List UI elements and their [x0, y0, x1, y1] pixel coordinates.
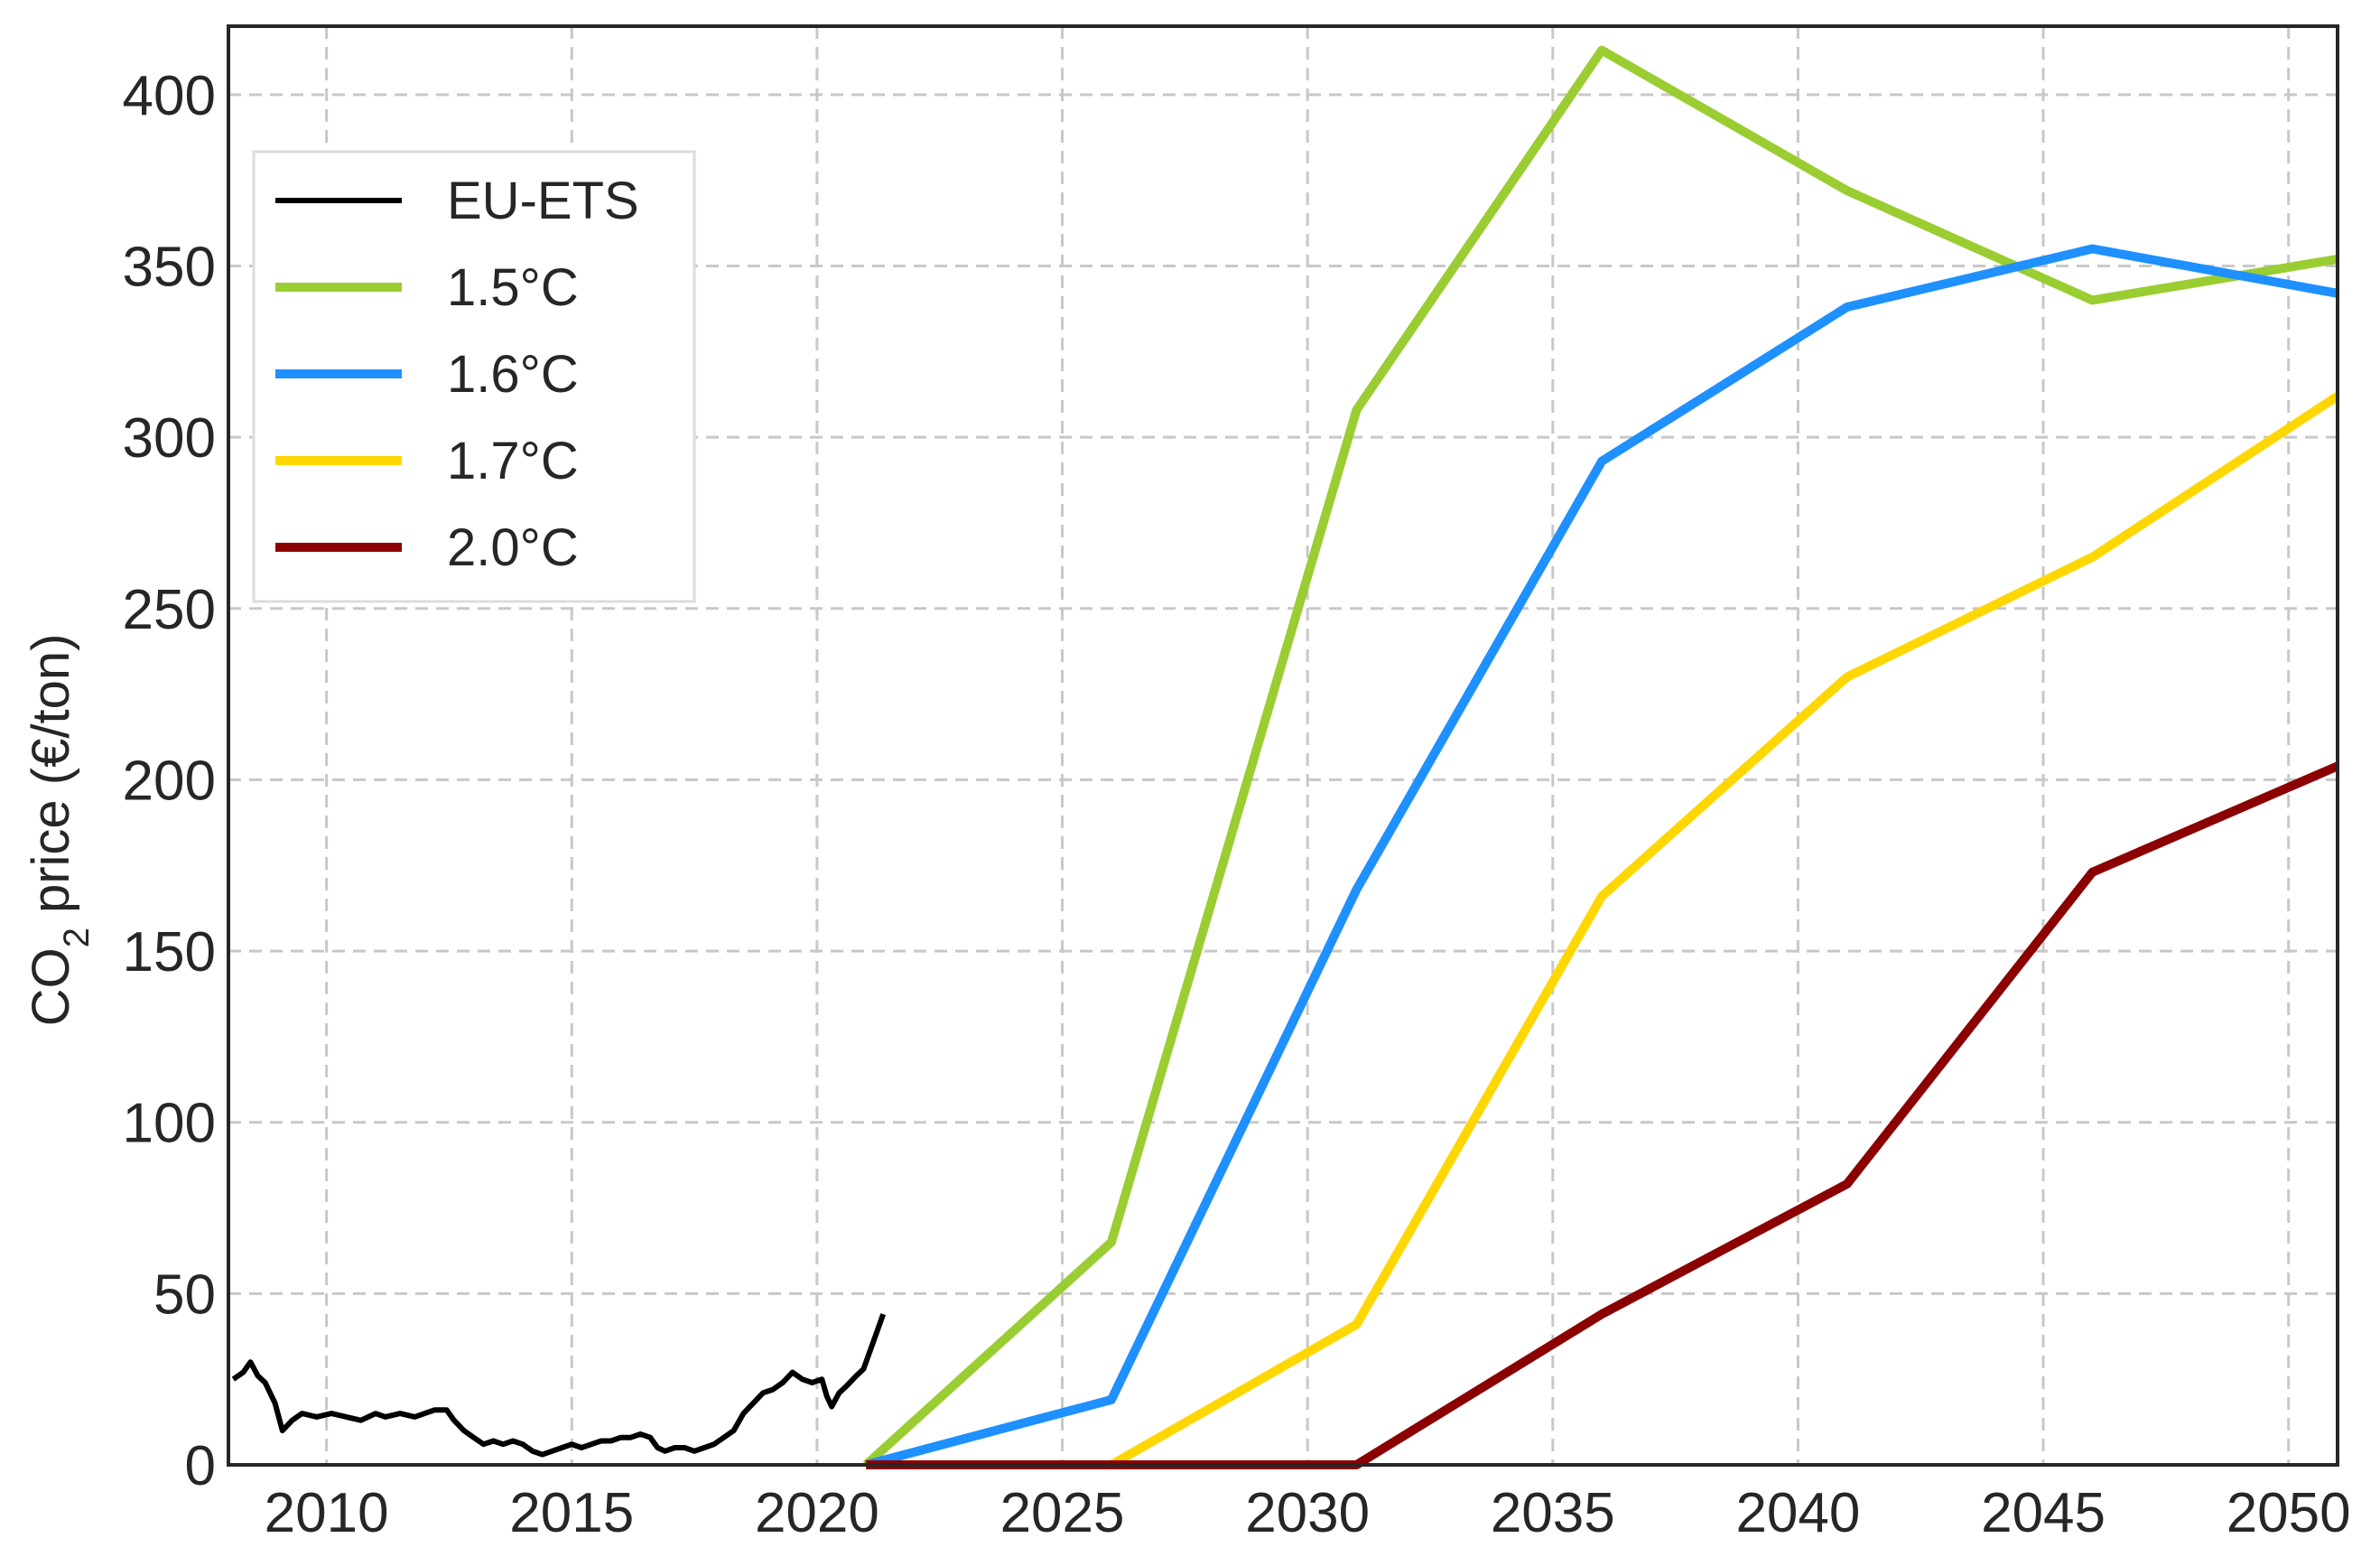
series-line-eu-ets — [231, 1313, 887, 1458]
y-tick-label-0: 0 — [185, 1435, 216, 1497]
y-axis-label-main: CO — [22, 947, 80, 1026]
legend-label-16c: 1.6°C — [447, 345, 579, 404]
series-line-15c — [862, 45, 2338, 1468]
y-tick-label-250: 250 — [123, 579, 216, 641]
y-tick-label-350: 350 — [123, 237, 216, 299]
legend-items: EU-ETS 1.5°C 1.6°C 1.7°C 2.0°C — [275, 172, 639, 577]
series-line-17c — [866, 392, 2340, 1469]
y-axis-ticks: 0 50 100 150 200 250 300 350 400 — [123, 65, 216, 1497]
x-tick-label-2045: 2045 — [1981, 1482, 2106, 1544]
y-axis-label-subscript: 2 — [57, 927, 97, 947]
y-tick-label-100: 100 — [123, 1093, 216, 1155]
x-tick-label-2020: 2020 — [755, 1482, 879, 1544]
x-tick-label-2025: 2025 — [1000, 1482, 1125, 1544]
series-line-16c — [864, 244, 2338, 1469]
x-tick-label-2010: 2010 — [265, 1482, 389, 1544]
legend-label-eu-ets: EU-ETS — [447, 172, 639, 230]
y-axis-label-suffix: price (€/ton) — [22, 634, 80, 928]
x-tick-label-2030: 2030 — [1245, 1482, 1370, 1544]
x-tick-label-2040: 2040 — [1735, 1482, 1860, 1544]
legend-label-17c: 1.7°C — [447, 432, 579, 490]
y-tick-label-400: 400 — [123, 65, 216, 127]
y-tick-label-300: 300 — [123, 407, 216, 470]
legend: EU-ETS 1.5°C 1.6°C 1.7°C 2.0°C — [252, 150, 696, 603]
x-axis-ticks: 2010 2015 2020 2025 2030 2035 2040 2045 2050 — [265, 1482, 2351, 1544]
y-tick-label-50: 50 — [153, 1263, 216, 1326]
x-tick-label-2035: 2035 — [1491, 1482, 1615, 1544]
y-axis-label: CO2 price (€/ton) — [22, 634, 97, 1027]
legend-label-20c: 2.0°C — [447, 518, 579, 577]
series-line-20c — [866, 761, 2339, 1469]
x-tick-label-2015: 2015 — [509, 1482, 634, 1544]
x-tick-label-2050: 2050 — [2227, 1482, 2351, 1544]
plot-frame — [227, 24, 2339, 1467]
legend-label-15c: 1.5°C — [447, 258, 579, 317]
y-tick-label-150: 150 — [123, 921, 216, 983]
y-tick-label-200: 200 — [123, 750, 216, 812]
